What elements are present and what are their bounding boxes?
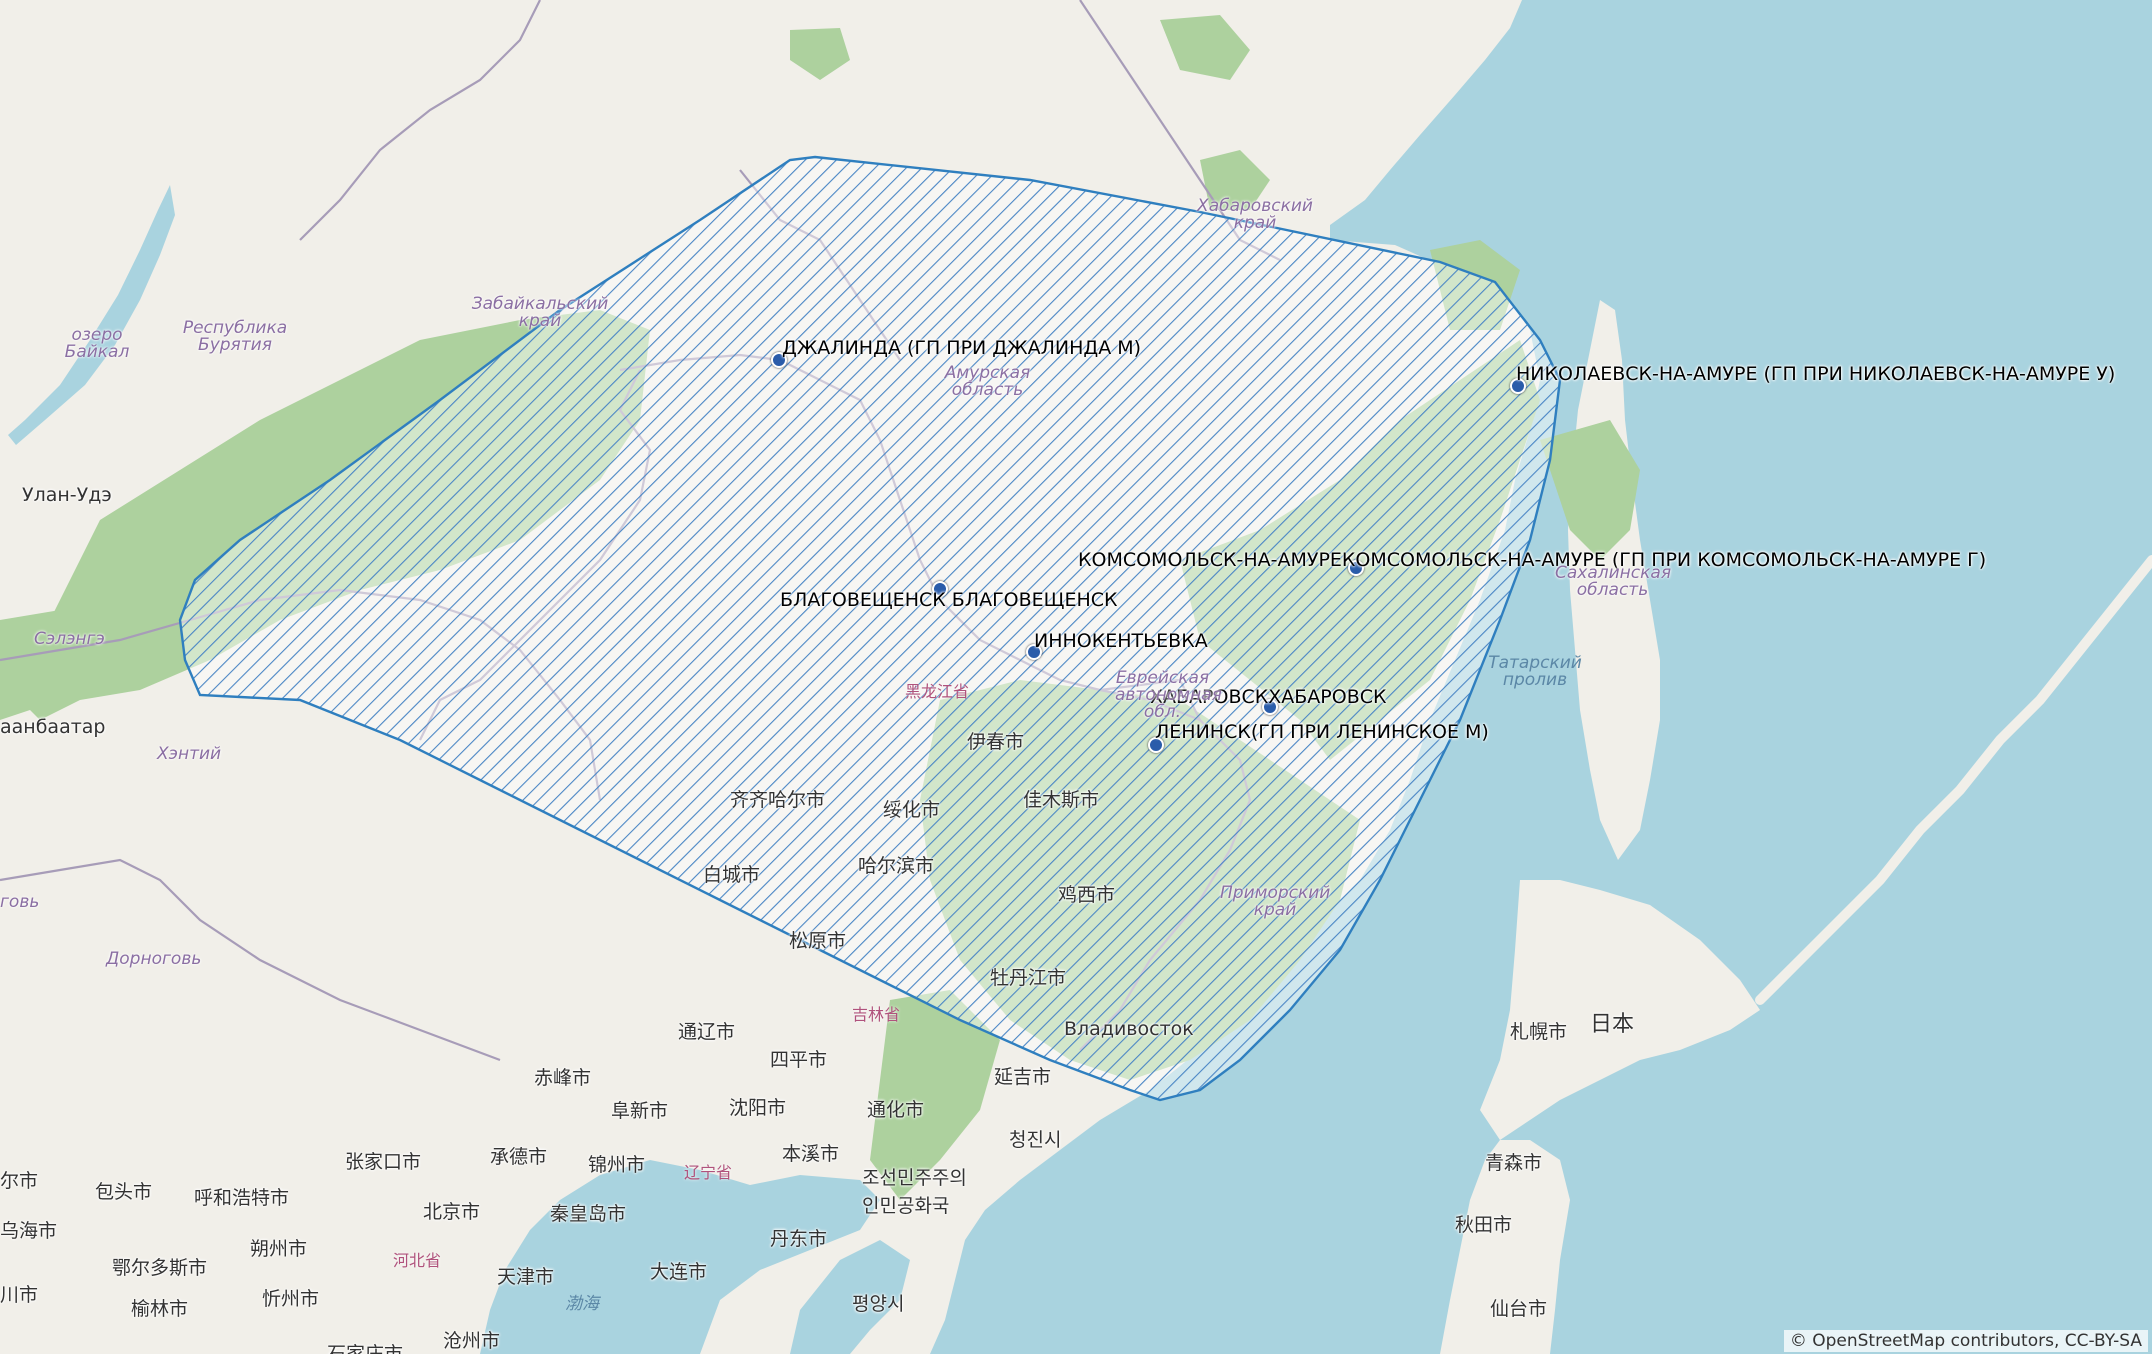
region-label: Республика Бурятия [182,318,288,355]
province-label: 辽宁省 [684,1163,733,1182]
city-label: 평양시 [852,1293,905,1315]
station-label-leninsk[interactable]: ЛЕНИНСК(ГП ПРИ ЛЕНИНСКОЕ М) [1155,721,1489,743]
station-label-nikolaevsk[interactable]: НИКОЛАЕВСК-НА-АМУРЕ (ГП ПРИ НИКОЛАЕВСК-Н… [1516,363,2116,385]
region-label: Забайкальский край [471,294,609,331]
city-label: 沈阳市 [729,1097,787,1119]
station-marker-dzhalinda[interactable] [771,352,787,368]
region-label: Дорноговь [106,949,202,969]
city-label: 沧州市 [443,1330,501,1352]
station-label-innokentievka[interactable]: ИННОКЕНТЬЕВКА [1034,630,1208,652]
region-label: говь [0,892,40,912]
city-label: 呼和浩特市 [194,1187,290,1209]
city-label: 朔州市 [250,1238,308,1260]
city-label: 榆林市 [131,1298,189,1320]
region-label: Амурская область [944,363,1031,400]
city-label: 伊春市 [967,731,1025,753]
province-label: 河北省 [393,1251,442,1270]
city-label: 청진시 [1009,1129,1062,1151]
region-label: Еврейская автономная обл. [1115,668,1222,722]
city-label: 延吉市 [994,1066,1052,1088]
map-attribution[interactable]: © OpenStreetMap contributors, CC-BY-SA [1783,1330,2148,1352]
station-marker-komsomolsk[interactable] [1348,560,1364,576]
station-marker-blagoveshchensk[interactable] [932,581,948,597]
city-label: 齐齐哈尔市 [730,789,826,811]
city-label: 조선민주주의인민공화국 [862,1167,967,1217]
city-label: 秋田市 [1455,1214,1513,1236]
station-marker-innokentievka[interactable] [1026,644,1042,660]
city-label: 锦州市 [588,1154,646,1176]
province-label: 黑龙江省 [905,682,970,701]
province-label: 吉林省 [852,1005,901,1024]
city-label: Улан-Удэ [22,484,112,506]
city-label: 天津市 [497,1266,555,1288]
station-label-dzhalinda[interactable]: ДЖАЛИНДА (ГП ПРИ ДЖАЛИНДА М) [782,337,1142,359]
city-label: 青森市 [1485,1152,1543,1174]
station-label-komsomolsk[interactable]: КОМСОМОЛЬСК-НА-АМУРЕКОМСОМОЛЬСК-НА-АМУРЕ… [1078,549,1987,571]
city-label: 通辽市 [678,1021,736,1043]
city-label: Владивосток [1064,1018,1194,1040]
region-label: Хабаровский край [1197,196,1313,233]
city-label: 白城市 [703,864,761,886]
city-label: 札幌市 [1510,1021,1568,1043]
korea-bay [790,1240,910,1354]
city-label: аанбаатар [0,716,106,738]
city-label: 牡丹江市 [990,967,1067,989]
city-label: 佳木斯市 [1023,789,1100,811]
city-label: 松原市 [789,930,847,952]
city-label: 忻州市 [262,1288,320,1310]
region-label: Сэлэнгэ [34,629,105,649]
sea-label: 渤海 [565,1294,599,1314]
region-label: Приморский край [1220,883,1331,920]
city-label: 鄂尔多斯市 [112,1257,208,1279]
station-marker-khabarovsk[interactable] [1262,699,1278,715]
coverage-area [178,155,1562,1102]
city-label: 尔市 [0,1170,39,1192]
city-label: 本溪市 [782,1143,840,1165]
city-label: 川市 [0,1284,39,1306]
city-label: 仙台市 [1490,1298,1548,1320]
city-label: 哈尔滨市 [858,855,935,877]
region-label: Сахалинская область [1555,563,1672,600]
region-label: Хэнтий [157,744,222,764]
region-label: озеро Байкал [64,325,130,362]
city-label: 张家口市 [345,1151,422,1173]
city-label: 阜新市 [611,1100,669,1122]
station-label-blagoveshchensk[interactable]: БЛАГОВЕЩЕНСК БЛАГОВЕЩЕНСК [780,589,1118,611]
sea-label: Татарский пролив [1488,653,1582,690]
city-label: 丹东市 [770,1228,828,1250]
city-label: 绥化市 [883,799,941,821]
city-label: 通化市 [867,1099,925,1121]
city-label: 石家庄市 [327,1343,404,1354]
kuril-islands [1755,555,2152,1005]
city-label: 鸡西市 [1058,884,1116,906]
honshu-island [1440,1140,1570,1354]
city-label: 承德市 [490,1146,548,1168]
city-label: 乌海市 [0,1220,58,1242]
city-label: 秦皇岛市 [550,1203,627,1225]
hokkaido-island [1480,880,1760,1140]
station-marker-nikolaevsk[interactable] [1510,378,1526,394]
city-label: 四平市 [770,1049,828,1071]
city-label: 包头市 [95,1181,153,1203]
station-marker-leninsk[interactable] [1148,737,1164,753]
city-label: 赤峰市 [534,1067,592,1089]
bohai-bay [480,1160,880,1354]
station-label-khabarovsk[interactable]: ХАБАРОВСКХАБАРОВСК [1150,686,1387,708]
city-label: 大连市 [650,1261,708,1283]
city-label: 日本 [1590,1012,1635,1037]
lake-baikal [8,185,175,445]
city-label: 北京市 [423,1201,481,1223]
